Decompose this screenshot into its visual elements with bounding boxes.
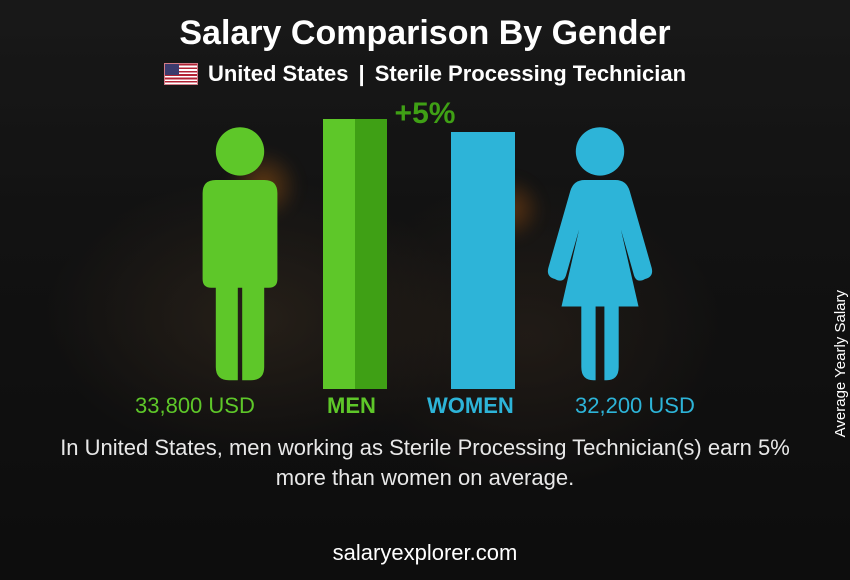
infographic: Salary Comparison By Gender United State… bbox=[0, 0, 850, 580]
women-salary: 32,200 USD bbox=[575, 393, 695, 419]
men-label: MEN bbox=[327, 393, 376, 419]
country-label: United States bbox=[208, 61, 349, 87]
women-bar bbox=[451, 132, 515, 389]
female-figure-icon bbox=[545, 125, 655, 389]
male-figure-icon bbox=[185, 125, 295, 389]
separator: | bbox=[359, 61, 365, 87]
caption-text: In United States, men working as Sterile… bbox=[55, 433, 795, 492]
gender-comparison-chart: +5% 33,800 USD MEN bbox=[145, 97, 705, 427]
men-bar bbox=[323, 119, 387, 389]
women-label: WOMEN bbox=[427, 393, 514, 419]
y-axis-label: Average Yearly Salary bbox=[832, 290, 849, 437]
labels-row: 33,800 USD MEN WOMEN 32,200 USD bbox=[145, 393, 705, 427]
subtitle-row: United States | Sterile Processing Techn… bbox=[0, 61, 850, 87]
job-title-label: Sterile Processing Technician bbox=[375, 61, 686, 87]
difference-percentage: +5% bbox=[395, 97, 456, 131]
page-title: Salary Comparison By Gender bbox=[0, 0, 850, 53]
source-footer: salaryexplorer.com bbox=[0, 540, 850, 566]
men-salary: 33,800 USD bbox=[135, 393, 255, 419]
us-flag-icon bbox=[164, 63, 198, 85]
